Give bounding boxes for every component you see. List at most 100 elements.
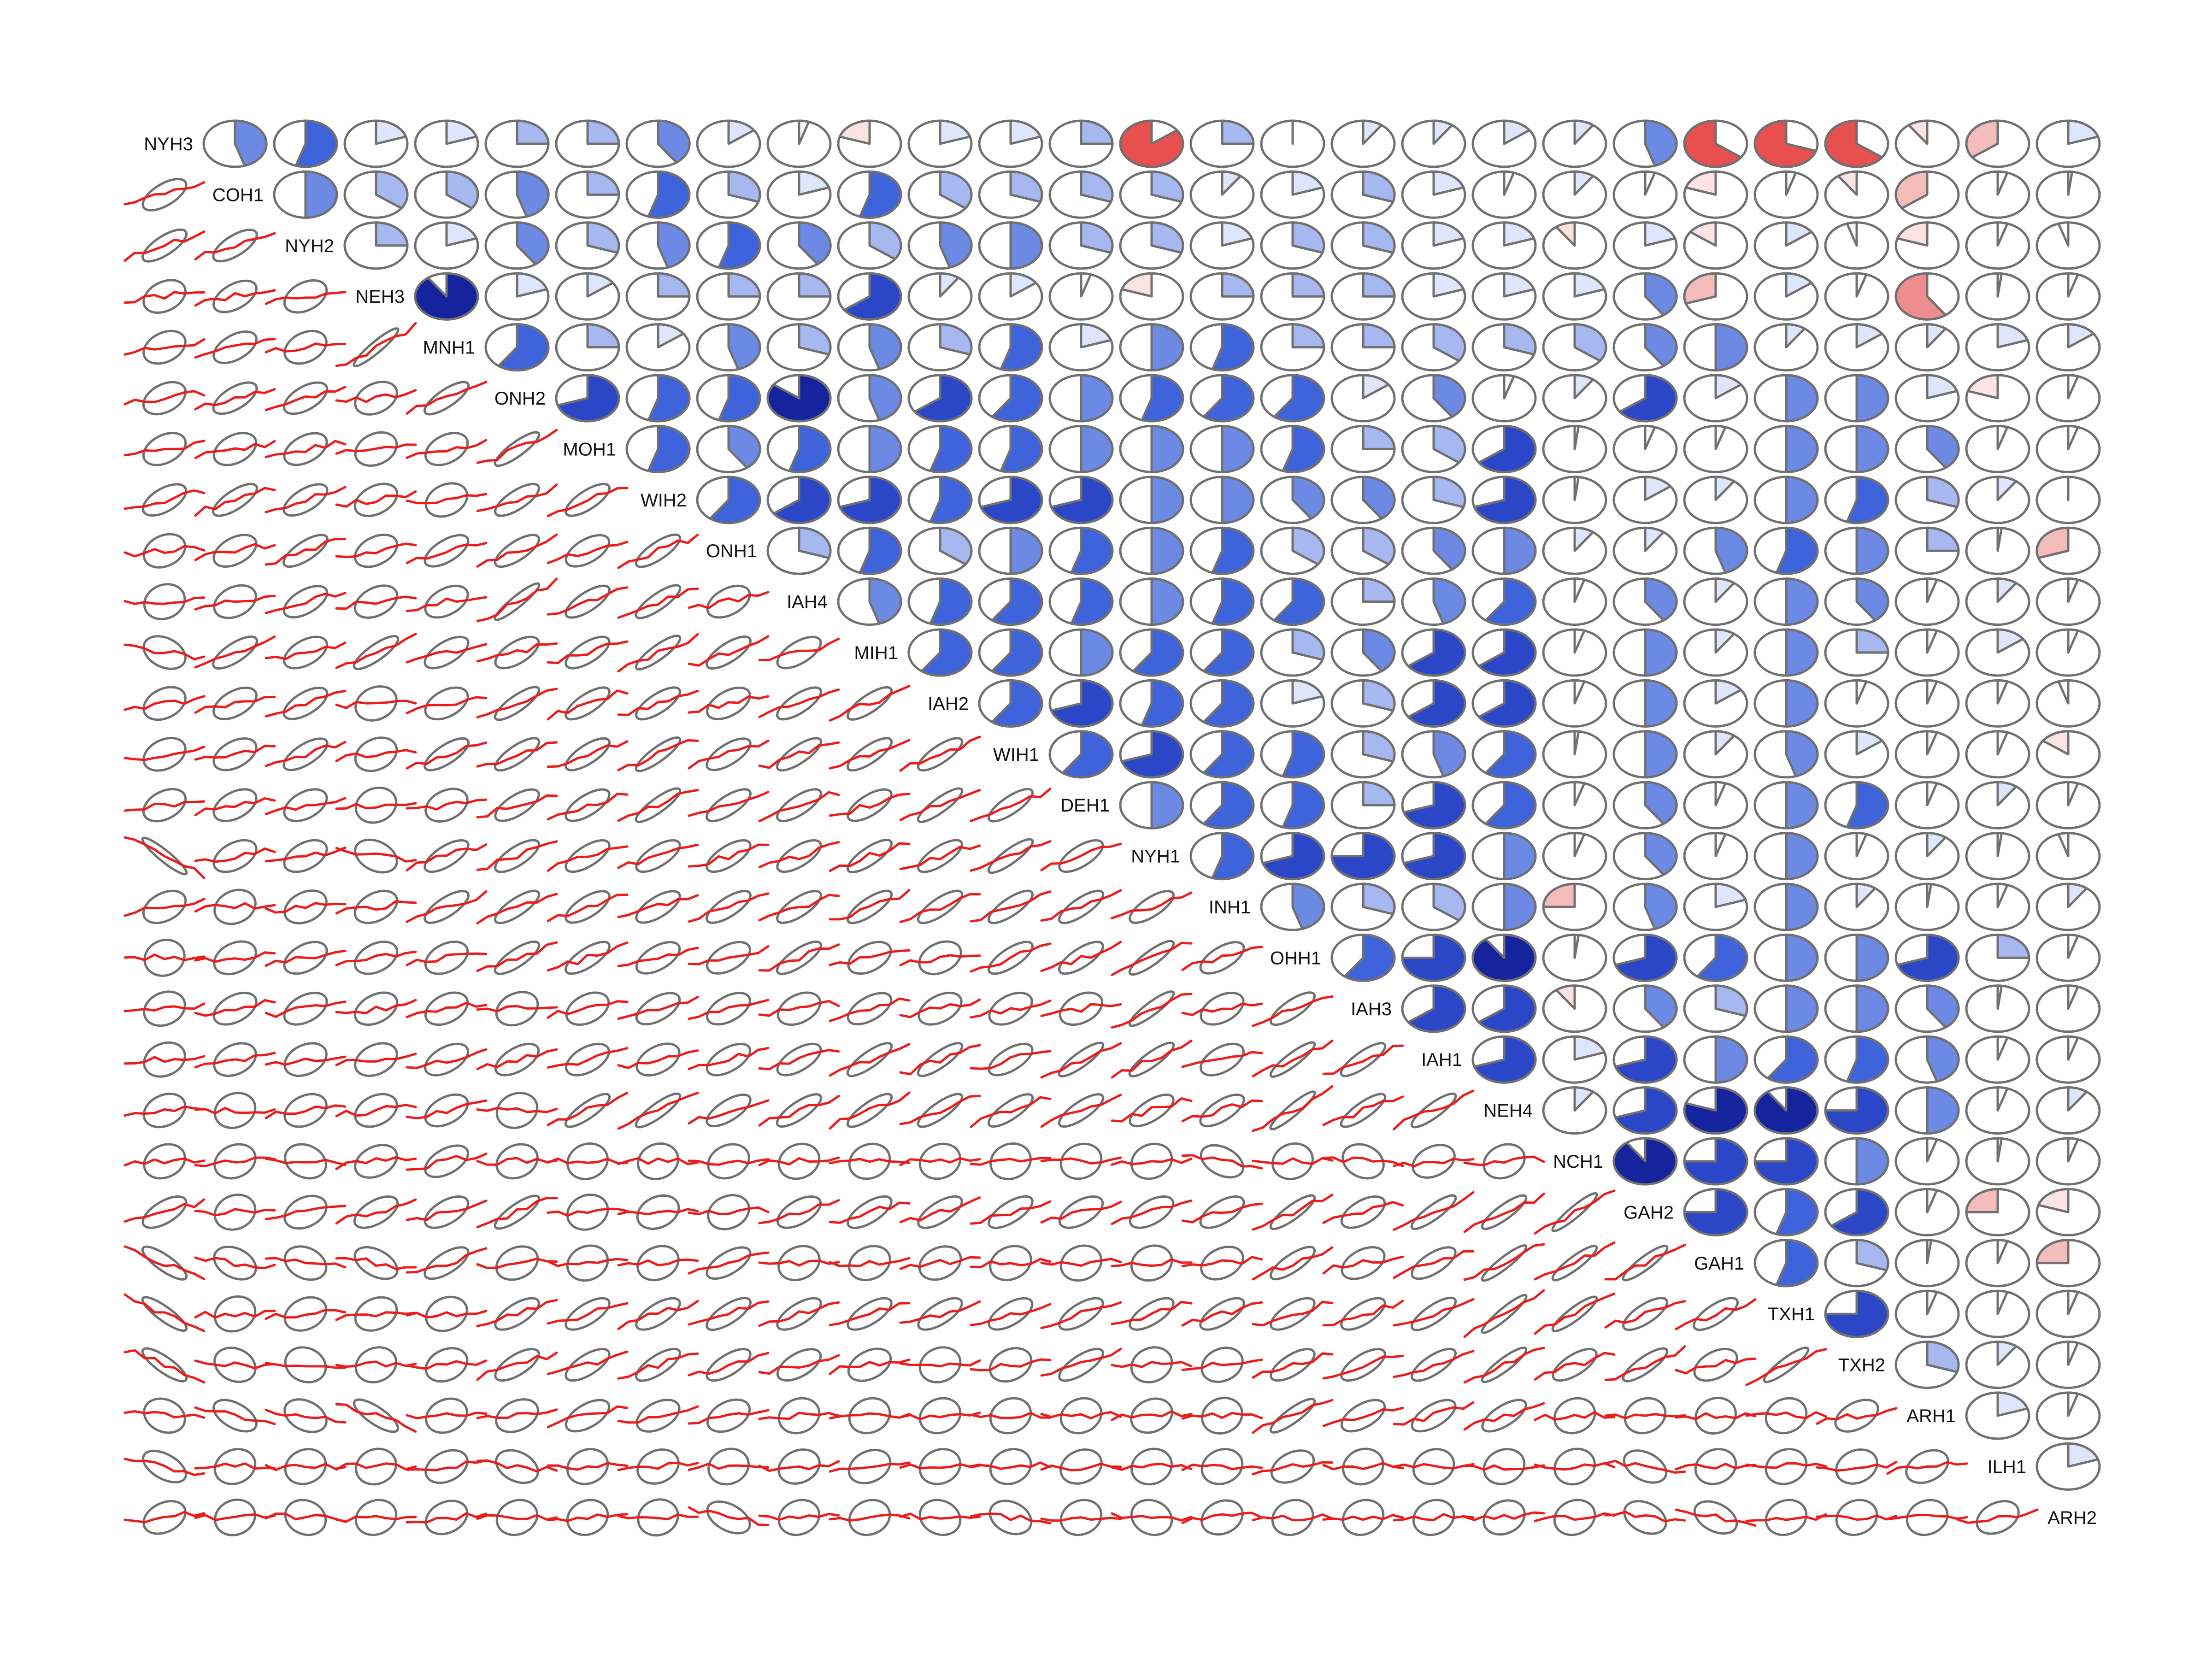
trend-line [617,1405,699,1424]
ellipse-cell [476,788,558,822]
pie-slice [1996,526,2003,552]
correlation-ellipse [988,1195,1034,1229]
pie-cell [1894,577,1960,626]
pie-slice [1714,781,1727,806]
correlation-ellipse [706,1042,752,1077]
trend-line [194,847,276,863]
pie-slice [939,119,971,145]
trend-line [124,643,206,661]
pie-cell [1824,476,1889,524]
pie-cell [555,323,620,372]
trend-line [1252,1461,1334,1476]
pie-slice [1202,628,1255,677]
correlation-ellipse [1059,1142,1103,1180]
trend-line [194,1359,276,1370]
correlation-ellipse [495,1499,539,1536]
ellipse-cell [265,432,347,466]
ellipse-cell [406,737,488,771]
ellipse-cell [1111,1244,1193,1282]
trend-line [265,386,347,412]
trend-line [1111,891,1193,919]
pie-cell [1894,1086,1960,1135]
ellipse-cell [124,1245,206,1281]
ellipse-cell [194,839,276,873]
pie-slice [1926,1239,1932,1265]
ellipse-cell [1463,1289,1545,1338]
pie-cell [1824,1239,1889,1288]
ellipse-cell [547,1142,629,1180]
trend-line [1040,1200,1122,1224]
pie-cell [1048,730,1114,779]
ellipse-cell [899,1499,981,1536]
ellipse-cell [617,1092,699,1130]
trend-line [1816,1460,1898,1472]
pie-slice [1926,526,1960,552]
pie-slice [1150,476,1184,524]
correlation-ellipse [918,940,962,976]
ellipse-cell [970,1347,1052,1383]
correlation-ellipse [495,1398,539,1433]
ellipse-cell [1675,1347,1757,1382]
trend-line [476,483,558,512]
pie-slice [657,119,691,164]
pie-cell [1824,221,1889,270]
pie-slice [1477,628,1537,677]
ellipse-cell [1675,1448,1757,1485]
trend-line [899,789,981,821]
pie-slice [1221,424,1255,473]
pie-slice [1573,1086,1594,1112]
trend-line [688,591,770,609]
correlation-ellipse [142,329,187,365]
trend-line [829,793,911,817]
correlation-ellipse [212,1399,258,1433]
pie-cell [1894,424,1960,473]
pie-slice [647,170,691,219]
ellipse-cell [335,1296,417,1332]
trend-line [970,942,1052,973]
trend-line [758,1094,840,1127]
pie-cell [978,577,1043,626]
pie-cell [1401,424,1466,473]
correlation-ellipse [565,635,611,670]
trend-line [617,689,699,716]
pie-slice [1432,882,1466,922]
correlation-ellipse [917,1042,964,1077]
pie-cell [1330,781,1396,830]
ellipse-cell [335,533,417,568]
pie-cell [766,119,832,168]
trend-line [688,892,770,923]
trend-line [265,592,347,614]
correlation-ellipse [706,584,751,619]
pie-slice [1061,730,1114,779]
correlation-ellipse [988,1297,1034,1331]
pie-slice [868,577,902,625]
pie-cell [2036,526,2101,575]
ellipse-cell [335,1093,417,1128]
pie-slice [2067,1137,2079,1163]
trend-line [1604,1511,1686,1523]
trend-line [1816,1514,1898,1521]
pie-slice [1926,1035,1960,1083]
trend-line [1181,1512,1263,1524]
ellipse-cell [758,1142,840,1180]
pie-cell [978,374,1043,423]
pie-cell [1683,984,1748,1033]
pie-cell [2036,679,2101,728]
correlation-ellipse [424,839,470,873]
pie-cell [1683,221,1748,270]
ellipse-cell [265,585,347,618]
ellipse-cell [1111,940,1193,976]
correlation-ellipse [143,1397,186,1434]
variable-label-onh2: ONH2 [494,388,546,409]
pie-slice [1407,679,1466,728]
trend-line [1252,1085,1334,1132]
trend-line [758,894,840,922]
pie-cell [2036,424,2101,473]
pie-cell [414,170,479,219]
pie-cell [766,323,832,372]
pie-slice [718,221,761,270]
pie-cell [696,221,761,270]
trend-line [1463,1155,1545,1166]
ellipse-cell [476,1348,558,1382]
correlation-ellipse [282,686,329,720]
